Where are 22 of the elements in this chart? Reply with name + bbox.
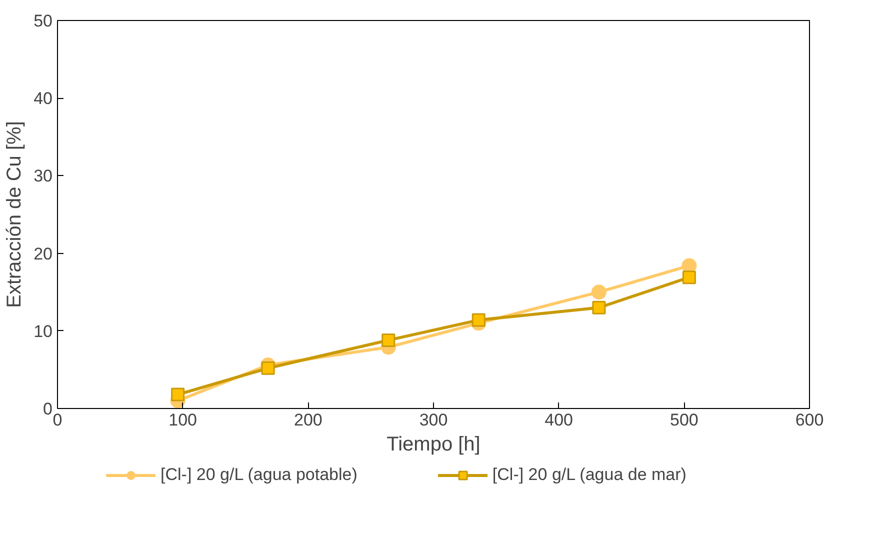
x-tick-label: 100: [168, 410, 198, 430]
y-axis-title: Extracción de Cu [%]: [4, 121, 26, 308]
y-tick-label: 10: [34, 322, 53, 341]
point: [261, 361, 275, 375]
y-tick-label: 30: [34, 166, 53, 186]
point: [591, 284, 606, 300]
x-tick-label: 600: [795, 410, 824, 430]
y-tick-label: 40: [34, 89, 53, 108]
y-tick-label: 50: [34, 12, 53, 30]
point: [382, 333, 396, 347]
x-axis-title: Tiempo [h]: [386, 434, 480, 456]
x-tick-label: 500: [670, 410, 698, 430]
point: [682, 270, 696, 284]
point: [472, 313, 486, 327]
legend-label: [Cl-] 20 g/L (agua de mar): [492, 465, 686, 485]
x-tick-label: 200: [294, 410, 322, 430]
point: [171, 388, 185, 402]
point: [592, 300, 606, 314]
legend-label: [Cl-] 20 g/L (agua potable): [160, 465, 358, 485]
y-tick-label: 20: [34, 244, 53, 264]
x-tick-label: 400: [544, 410, 574, 430]
x-tick-label: 300: [419, 410, 448, 430]
